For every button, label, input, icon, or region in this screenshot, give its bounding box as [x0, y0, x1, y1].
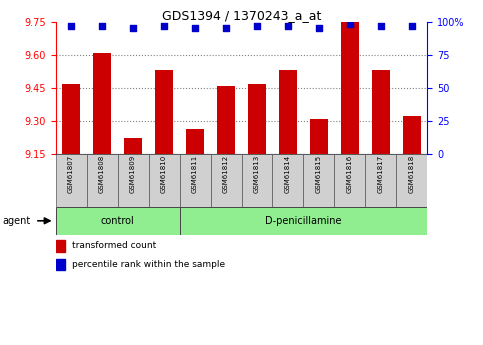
Bar: [279, 70, 297, 154]
Point: [160, 23, 168, 29]
Text: GSM61817: GSM61817: [378, 155, 384, 194]
Bar: [242, 154, 272, 207]
Bar: [397, 154, 427, 207]
Text: GSM61818: GSM61818: [409, 155, 415, 194]
Bar: [149, 154, 180, 207]
Text: GSM61810: GSM61810: [161, 155, 167, 194]
Bar: [341, 22, 359, 154]
Point: [377, 23, 385, 29]
Bar: [366, 154, 397, 207]
Text: GSM61816: GSM61816: [347, 155, 353, 194]
Bar: [180, 207, 427, 235]
Point: [284, 23, 292, 29]
Text: GSM61815: GSM61815: [316, 155, 322, 193]
Bar: [62, 83, 80, 154]
Bar: [310, 119, 328, 154]
Bar: [56, 240, 65, 252]
Bar: [56, 207, 180, 235]
Bar: [272, 154, 303, 207]
Point: [67, 23, 75, 29]
Point: [129, 25, 137, 30]
Text: GSM61808: GSM61808: [99, 155, 105, 194]
Text: GDS1394 / 1370243_a_at: GDS1394 / 1370243_a_at: [162, 9, 321, 22]
Text: GSM61814: GSM61814: [285, 155, 291, 193]
Point: [98, 23, 106, 29]
Bar: [248, 83, 266, 154]
Point: [408, 23, 416, 29]
Text: percentile rank within the sample: percentile rank within the sample: [72, 260, 226, 269]
Text: transformed count: transformed count: [72, 241, 156, 250]
Bar: [303, 154, 334, 207]
Point: [222, 25, 230, 30]
Text: GSM61809: GSM61809: [130, 155, 136, 194]
Text: GSM61812: GSM61812: [223, 155, 229, 193]
Bar: [217, 86, 235, 154]
Bar: [211, 154, 242, 207]
Bar: [155, 70, 173, 154]
Text: agent: agent: [2, 216, 30, 226]
Bar: [180, 154, 211, 207]
Text: D-penicillamine: D-penicillamine: [265, 216, 342, 226]
Text: GSM61811: GSM61811: [192, 155, 198, 194]
Point: [253, 23, 261, 29]
Bar: [403, 116, 421, 154]
Bar: [56, 154, 86, 207]
Point: [346, 21, 354, 27]
Text: control: control: [100, 216, 134, 226]
Bar: [86, 154, 117, 207]
Point: [191, 25, 199, 30]
Bar: [56, 259, 65, 270]
Text: GSM61807: GSM61807: [68, 155, 74, 194]
Bar: [93, 53, 112, 154]
Bar: [334, 154, 366, 207]
Point: [315, 25, 323, 30]
Bar: [117, 154, 149, 207]
Bar: [124, 138, 142, 154]
Bar: [372, 70, 390, 154]
Text: GSM61813: GSM61813: [254, 155, 260, 194]
Bar: [186, 129, 204, 154]
